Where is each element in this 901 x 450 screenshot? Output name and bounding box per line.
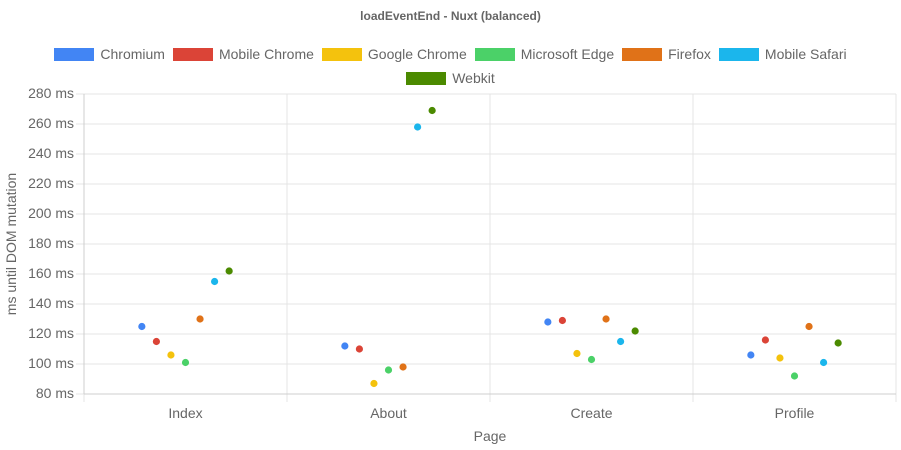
y-axis-title: ms until DOM mutation — [3, 173, 19, 315]
legend-swatch — [172, 48, 213, 61]
y-tick-label: 280 ms — [28, 85, 74, 101]
data-point — [355, 345, 364, 353]
data-point — [413, 123, 422, 131]
legend-swatch — [406, 72, 447, 85]
legend-label: Mobile Chrome — [218, 46, 314, 62]
legend-item[interactable]: Webkit — [406, 66, 495, 90]
data-point — [544, 318, 552, 326]
x-tick-label: Create — [570, 405, 612, 421]
y-tick-label: 160 ms — [28, 265, 74, 281]
data-point — [428, 106, 436, 115]
data-point — [616, 337, 625, 346]
data-point — [602, 315, 610, 323]
data-point — [558, 316, 567, 325]
legend-item[interactable]: Microsoft Edge — [474, 42, 615, 66]
legend-label: Chromium — [100, 46, 165, 62]
data-point — [225, 267, 233, 275]
data-point — [181, 358, 190, 367]
legend-item[interactable]: Mobile Chrome — [172, 42, 314, 66]
data-point — [819, 358, 828, 367]
data-point — [573, 349, 581, 358]
data-point — [790, 372, 799, 380]
y-tick-label: 180 ms — [28, 235, 74, 251]
data-point — [167, 351, 175, 359]
legend-swatch — [718, 48, 759, 61]
data-point — [370, 379, 378, 388]
y-tick-label: 260 ms — [28, 115, 74, 131]
y-tick-label: 240 ms — [28, 145, 74, 161]
legend-item[interactable]: Mobile Safari — [718, 42, 847, 66]
data-point — [631, 327, 639, 335]
legend-label: Google Chrome — [367, 46, 467, 62]
x-tick-label: About — [370, 405, 407, 421]
x-axis-title: Page — [474, 428, 507, 444]
legend-item[interactable]: Google Chrome — [321, 42, 467, 66]
data-point — [138, 322, 146, 331]
x-tick-label: Profile — [775, 405, 815, 421]
x-tick-label: Index — [168, 405, 202, 421]
legend-swatch — [321, 48, 362, 61]
legend: Chromium Mobile Chrome Google Chrome Micros… — [0, 42, 901, 90]
data-point — [747, 351, 755, 359]
y-tick-label: 80 ms — [36, 385, 74, 401]
legend-swatch — [54, 48, 95, 61]
data-point — [210, 277, 219, 286]
data-point — [196, 315, 204, 323]
legend-swatch — [474, 48, 515, 61]
legend-item[interactable]: Chromium — [54, 42, 165, 66]
y-tick-label: 100 ms — [28, 355, 74, 371]
data-point — [341, 342, 349, 350]
data-point — [587, 355, 596, 364]
chart-title: loadEventEnd - Nuxt (balanced) — [360, 9, 541, 23]
y-tick-label: 200 ms — [28, 205, 74, 221]
legend-label: Webkit — [452, 70, 495, 86]
y-tick-label: 120 ms — [28, 325, 74, 341]
data-point — [384, 366, 393, 374]
y-tick-label: 220 ms — [28, 175, 74, 191]
y-tick-label: 140 ms — [28, 295, 74, 311]
legend-item[interactable]: Firefox — [622, 42, 711, 66]
data-point — [776, 354, 784, 362]
legend-label: Microsoft Edge — [520, 46, 615, 62]
legend-swatch — [622, 48, 663, 61]
data-point — [152, 337, 161, 346]
data-point — [399, 363, 407, 371]
legend-label: Firefox — [668, 46, 711, 62]
data-point — [761, 336, 770, 344]
legend-label: Mobile Safari — [764, 46, 847, 62]
data-point — [805, 322, 813, 331]
data-point — [834, 339, 842, 347]
